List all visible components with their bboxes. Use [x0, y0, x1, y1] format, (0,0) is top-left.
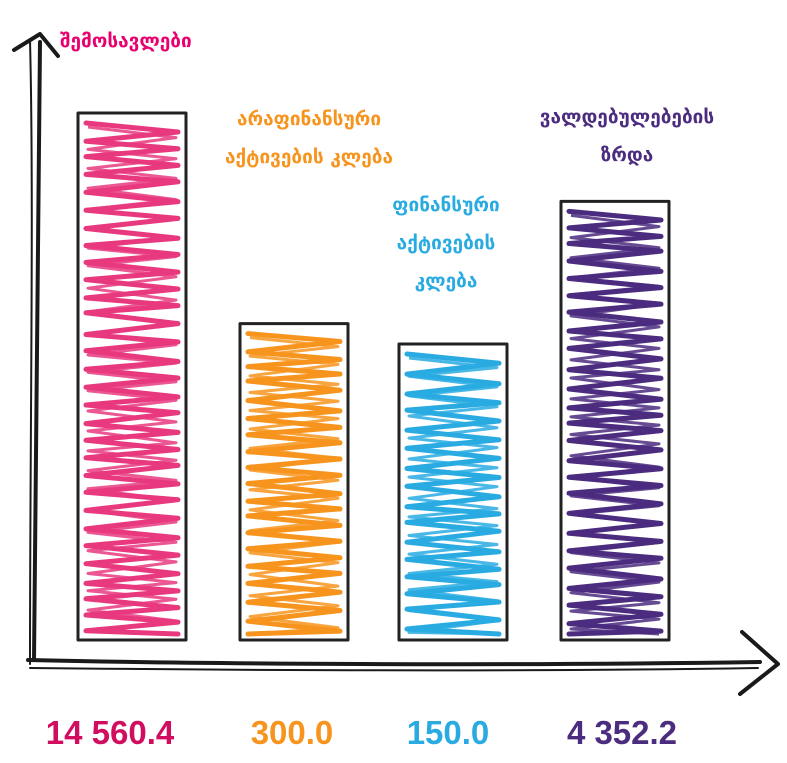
- category-label-line: ვალდებულებების: [539, 106, 715, 128]
- bar-outline: [397, 342, 509, 642]
- bar-scribble-fill: [566, 208, 664, 637]
- category-label-line: აქტივების კლება: [225, 146, 393, 168]
- category-label-2: არაფინანსური აქტივების კლება: [199, 100, 419, 176]
- bar-outline: [559, 199, 671, 642]
- value-label-4: 4 352.2: [566, 714, 678, 751]
- category-label-3: ფინანსური აქტივების კლება: [336, 186, 556, 300]
- category-label-line: არაფინანსური: [236, 108, 382, 130]
- category-label-4: ვალდებულებების ზრდა: [517, 98, 737, 174]
- bar-scribble-fill: [86, 125, 178, 636]
- bar-scribble-fill: [407, 356, 499, 636]
- bar-scribble-fill: [569, 213, 661, 636]
- bar-1: [76, 111, 188, 642]
- value-label-2: 300.0: [250, 714, 334, 751]
- category-label-line: ფინანსური: [392, 194, 500, 216]
- bar-4: [559, 199, 671, 642]
- y-axis-arrow: [12, 32, 60, 58]
- bar-outline: [76, 111, 188, 642]
- bars-layer: [76, 111, 671, 642]
- category-label-line: ზრდა: [600, 144, 654, 166]
- axes-layer: [12, 32, 780, 696]
- category-label-line: აქტივების: [396, 232, 496, 254]
- bar-outline: [238, 322, 350, 642]
- bar-scribble-fill: [245, 331, 343, 637]
- bar-2: [238, 322, 350, 642]
- y-axis-title: შემოსავლები: [60, 30, 192, 52]
- bar-scribble-fill: [248, 336, 340, 636]
- x-axis-line: [26, 658, 762, 667]
- category-label-line: კლება: [414, 270, 478, 292]
- value-label-1: 14 560.4: [45, 714, 175, 751]
- bar-3: [397, 342, 509, 642]
- y-axis-line: [32, 40, 42, 662]
- x-axis-arrow: [738, 630, 780, 696]
- x-axis-line: [29, 667, 759, 672]
- value-label-3: 150.0: [406, 714, 490, 751]
- y-axis-line: [29, 39, 33, 665]
